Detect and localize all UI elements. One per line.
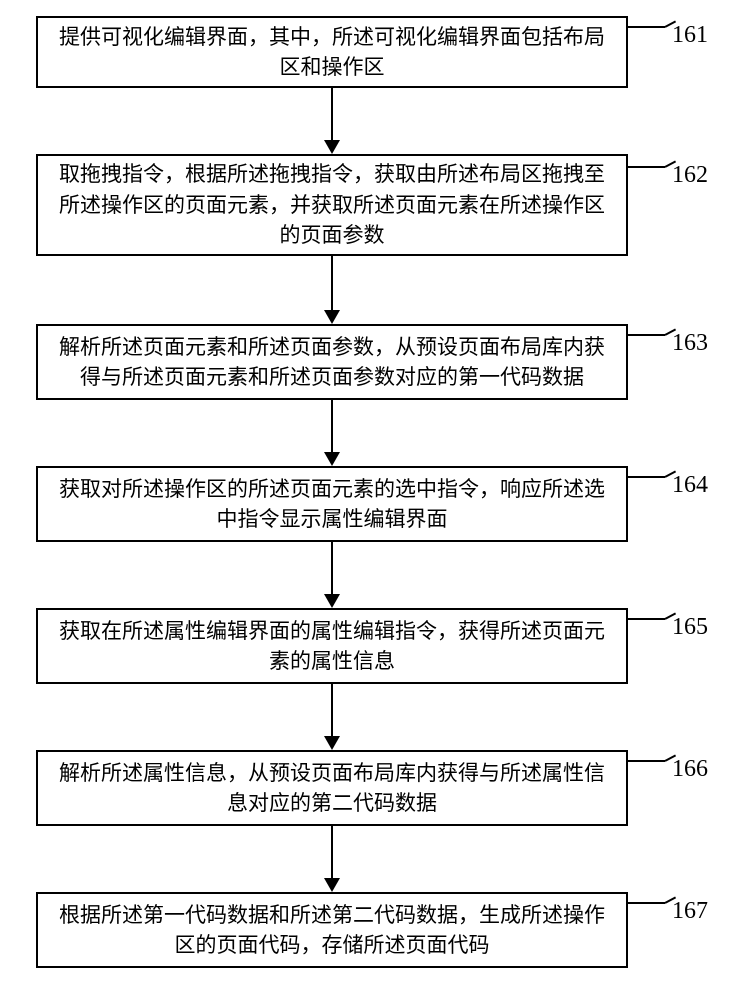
arrowhead-164-165 [324, 594, 340, 608]
label-163: 163 [672, 330, 708, 357]
step-text: 获取对所述操作区的所述页面元素的选中指令，响应所述选中指令显示属性编辑界面 [52, 474, 612, 535]
arrow-162-163 [331, 256, 333, 312]
label-165: 165 [672, 614, 708, 641]
step-text: 取拖拽指令，根据所述拖拽指令，获取由所述布局区拖拽至所述操作区的页面元素，并获取… [52, 159, 612, 250]
arrowhead-161-162 [324, 140, 340, 154]
step-161: 提供可视化编辑界面，其中，所述可视化编辑界面包括布局区和操作区 [36, 16, 628, 88]
arrowhead-165-166 [324, 736, 340, 750]
flowchart-canvas: 提供可视化编辑界面，其中，所述可视化编辑界面包括布局区和操作区 取拖拽指令，根据… [0, 0, 733, 1000]
leader-165 [628, 618, 665, 620]
leader-164 [628, 476, 665, 478]
step-163: 解析所述页面元素和所述页面参数，从预设页面布局库内获得与所述页面元素和所述页面参… [36, 324, 628, 400]
label-167: 167 [672, 898, 708, 925]
arrowhead-162-163 [324, 310, 340, 324]
arrow-166-167 [331, 826, 333, 880]
step-text: 提供可视化编辑界面，其中，所述可视化编辑界面包括布局区和操作区 [52, 22, 612, 83]
step-164: 获取对所述操作区的所述页面元素的选中指令，响应所述选中指令显示属性编辑界面 [36, 466, 628, 542]
label-161: 161 [672, 22, 708, 49]
step-165: 获取在所述属性编辑界面的属性编辑指令，获得所述页面元素的属性信息 [36, 608, 628, 684]
step-162: 取拖拽指令，根据所述拖拽指令，获取由所述布局区拖拽至所述操作区的页面元素，并获取… [36, 154, 628, 256]
arrow-163-164 [331, 400, 333, 454]
label-164: 164 [672, 472, 708, 499]
arrowhead-163-164 [324, 452, 340, 466]
leader-166 [628, 760, 665, 762]
leader-161 [628, 26, 665, 28]
label-166: 166 [672, 756, 708, 783]
leader-162 [628, 166, 665, 168]
arrow-165-166 [331, 684, 333, 738]
arrow-164-165 [331, 542, 333, 596]
step-text: 根据所述第一代码数据和所述第二代码数据，生成所述操作区的页面代码，存储所述页面代… [52, 900, 612, 961]
step-text: 解析所述页面元素和所述页面参数，从预设页面布局库内获得与所述页面元素和所述页面参… [52, 332, 612, 393]
arrowhead-166-167 [324, 878, 340, 892]
label-162: 162 [672, 162, 708, 189]
step-text: 解析所述属性信息，从预设页面布局库内获得与所述属性信息对应的第二代码数据 [52, 758, 612, 819]
step-166: 解析所述属性信息，从预设页面布局库内获得与所述属性信息对应的第二代码数据 [36, 750, 628, 826]
step-167: 根据所述第一代码数据和所述第二代码数据，生成所述操作区的页面代码，存储所述页面代… [36, 892, 628, 968]
leader-167 [628, 902, 665, 904]
leader-163 [628, 334, 665, 336]
arrow-161-162 [331, 88, 333, 142]
step-text: 获取在所述属性编辑界面的属性编辑指令，获得所述页面元素的属性信息 [52, 616, 612, 677]
